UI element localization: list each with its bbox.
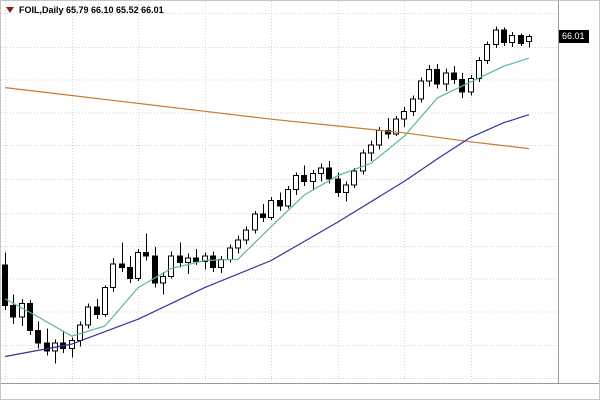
candle <box>243 229 249 241</box>
candle <box>227 247 233 260</box>
candle <box>418 80 424 100</box>
candle <box>351 170 357 186</box>
time-axis[interactable]: 30 Jan 201911 Feb 201921 Feb 20195 Mar 2… <box>1 383 599 399</box>
candle <box>10 305 16 318</box>
candle <box>143 252 149 257</box>
candle <box>393 118 399 135</box>
candle <box>326 167 332 180</box>
candle <box>152 255 158 284</box>
candle <box>468 78 474 93</box>
candle <box>526 36 532 42</box>
candle <box>127 266 133 280</box>
candle <box>426 69 432 82</box>
grid-layer <box>1 1 557 382</box>
candle <box>85 306 91 326</box>
candle <box>260 213 266 219</box>
candle <box>94 306 100 316</box>
candle <box>44 342 50 352</box>
candle <box>177 255 183 264</box>
chart-legend: FOIL,Daily 65.79 66.10 65.52 66.01 <box>6 5 164 15</box>
axis-borders <box>1 1 599 384</box>
candle <box>135 252 141 280</box>
candle <box>318 167 324 174</box>
candle <box>410 98 416 112</box>
candle <box>401 110 407 120</box>
candle <box>484 44 490 61</box>
candle <box>210 255 216 268</box>
candle <box>385 130 391 135</box>
candle <box>35 330 41 344</box>
candle <box>277 200 283 207</box>
candle <box>509 35 515 43</box>
candle <box>102 287 108 316</box>
candle <box>185 257 191 264</box>
chart-legend-text: FOIL,Daily 65.79 66.10 65.52 66.01 <box>19 5 164 15</box>
candle <box>27 302 33 332</box>
candle <box>476 59 482 80</box>
candle <box>376 130 382 146</box>
candle <box>518 35 524 45</box>
ma-long-declining <box>5 87 529 150</box>
candle <box>202 255 208 263</box>
candle <box>343 184 349 194</box>
candle <box>451 72 457 81</box>
ma-slow-rising <box>5 114 530 358</box>
candle <box>19 302 25 318</box>
candle <box>268 200 274 219</box>
candle <box>310 172 316 182</box>
candle <box>168 255 174 277</box>
candles-layer <box>2 26 532 364</box>
current-price-badge: 66.01 <box>559 30 589 43</box>
candle <box>301 175 307 182</box>
candle <box>160 275 166 284</box>
symbol-dropdown-triangle-icon[interactable] <box>6 7 14 13</box>
candle <box>193 257 199 263</box>
candle <box>235 239 241 249</box>
candle <box>493 29 499 46</box>
candle <box>335 178 341 194</box>
candle <box>501 29 507 43</box>
candle <box>252 213 258 231</box>
candle <box>360 152 366 172</box>
candle <box>110 263 116 289</box>
ma-fast-rising <box>4 57 530 337</box>
candle <box>368 144 374 154</box>
candle <box>285 188 291 207</box>
candle <box>443 72 449 85</box>
candle <box>293 175 299 190</box>
candle <box>2 264 8 307</box>
candle <box>119 263 125 268</box>
candle <box>434 69 440 85</box>
price-axis[interactable]: 67.0565.5564.1062.6561.2059.7058.2056.75… <box>558 1 599 383</box>
